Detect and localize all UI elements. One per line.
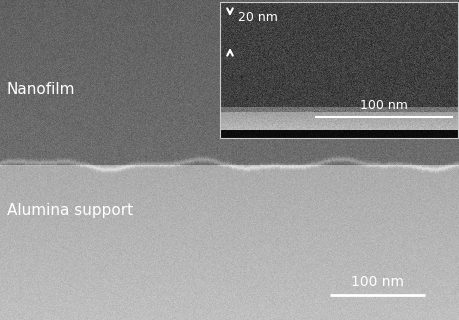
Text: 20 nm: 20 nm xyxy=(237,11,277,24)
Text: 100 nm: 100 nm xyxy=(359,99,407,112)
Bar xyxy=(219,2,457,138)
Text: Alumina support: Alumina support xyxy=(7,203,133,218)
Text: Nanofilm: Nanofilm xyxy=(7,83,75,98)
Text: 100 nm: 100 nm xyxy=(350,275,403,289)
